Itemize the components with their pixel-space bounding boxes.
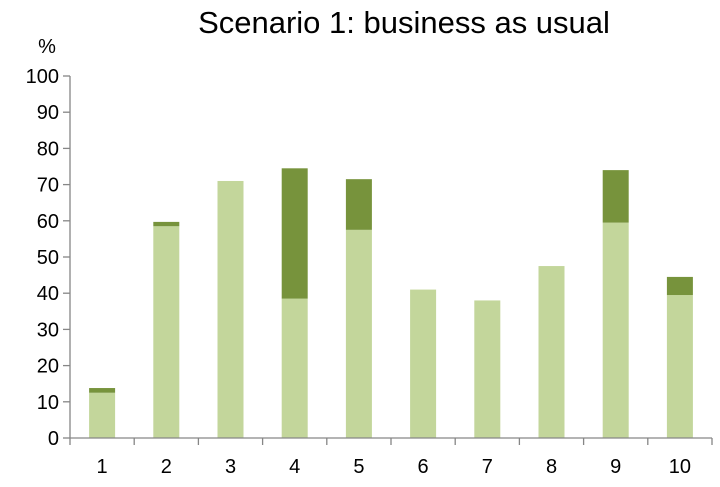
bar-segment-cat-3-series-1: [217, 180, 244, 439]
bar-segment-cat-5-series-1: [345, 229, 372, 438]
x-tick-label-6: 6: [418, 456, 429, 478]
x-tick-label-5: 5: [353, 456, 364, 478]
tick-labels-layer: 0 10 20 30 40 50 60 70 80 90 100 1 2 3 4 5 6 7 8 9 10: [26, 66, 691, 478]
bar-segment-cat-5-series-2: [345, 179, 372, 230]
bar-segment-cat-6-series-1: [410, 289, 437, 438]
bar-segment-cat-1-series-1: [89, 392, 116, 438]
x-tick-label-8: 8: [546, 456, 557, 478]
y-tick-label-70: 70: [37, 175, 59, 197]
bar-segment-cat-4-series-1: [281, 298, 308, 438]
bar-segment-cat-8-series-1: [538, 266, 565, 438]
y-tick-label-0: 0: [48, 428, 59, 450]
y-tick-label-40: 40: [37, 283, 59, 305]
x-tick-label-3: 3: [225, 456, 236, 478]
x-tick-label-4: 4: [289, 456, 300, 478]
bar-segment-cat-4-series-2: [281, 168, 308, 299]
y-axis-unit-label: %: [38, 36, 56, 58]
bar-segment-cat-9-series-2: [602, 170, 629, 223]
chart-title: Scenario 1: business as usual: [198, 5, 610, 40]
y-tick-label-30: 30: [37, 319, 59, 341]
bars-layer: [89, 168, 693, 439]
y-tick-label-100: 100: [26, 66, 59, 88]
bar-segment-cat-2-series-1: [153, 226, 180, 438]
y-tick-label-80: 80: [37, 138, 59, 160]
bar-segment-cat-7-series-1: [474, 300, 501, 438]
bar-segment-cat-10-series-1: [666, 295, 693, 438]
x-tick-label-1: 1: [97, 456, 108, 478]
y-tick-label-90: 90: [37, 102, 59, 124]
bar-segment-cat-2-series-2: [153, 221, 180, 227]
x-tick-label-9: 9: [610, 456, 621, 478]
y-tick-label-50: 50: [37, 247, 59, 269]
bar-segment-cat-1-series-2: [89, 388, 116, 393]
y-tick-label-60: 60: [37, 211, 59, 233]
x-tick-label-7: 7: [482, 456, 493, 478]
y-tick-label-10: 10: [37, 392, 59, 414]
bar-segment-cat-10-series-2: [666, 276, 693, 296]
x-tick-label-10: 10: [669, 456, 691, 478]
y-tick-label-20: 20: [37, 356, 59, 378]
axes-layer: [63, 75, 713, 445]
x-tick-label-2: 2: [161, 456, 172, 478]
bar-segment-cat-9-series-1: [602, 222, 629, 438]
